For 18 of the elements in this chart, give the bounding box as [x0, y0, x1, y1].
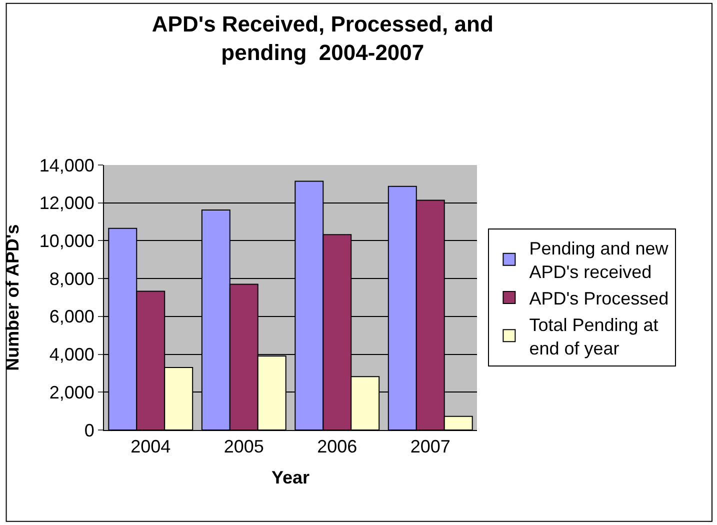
legend-label: Total Pending at end of year: [529, 314, 658, 358]
y-axis-title: Number of APD's: [2, 224, 23, 371]
x-tick-label: 2004: [130, 436, 171, 457]
x-tick-label: 2005: [224, 436, 264, 457]
x-axis-title: Year: [271, 468, 310, 488]
legend-label: Pending and new APD's received: [529, 238, 670, 282]
y-tick-label: 4,000: [49, 344, 94, 365]
x-tick-label: 2007: [410, 436, 450, 457]
x-tick-label: 2006: [317, 436, 358, 457]
y-tick-label: 6,000: [49, 306, 94, 327]
legend-label: APD's Processed: [529, 288, 669, 309]
y-tick-label: 14,000: [39, 155, 94, 176]
y-tick-label: 10,000: [39, 231, 94, 252]
y-tick-label: 0: [84, 420, 94, 440]
y-tick-label: 12,000: [39, 193, 94, 214]
chart-title: APD's Received, Processed, and pending 2004-2007: [152, 12, 494, 66]
y-tick-label: 2,000: [49, 382, 94, 402]
y-tick-label: 8,000: [49, 268, 94, 289]
